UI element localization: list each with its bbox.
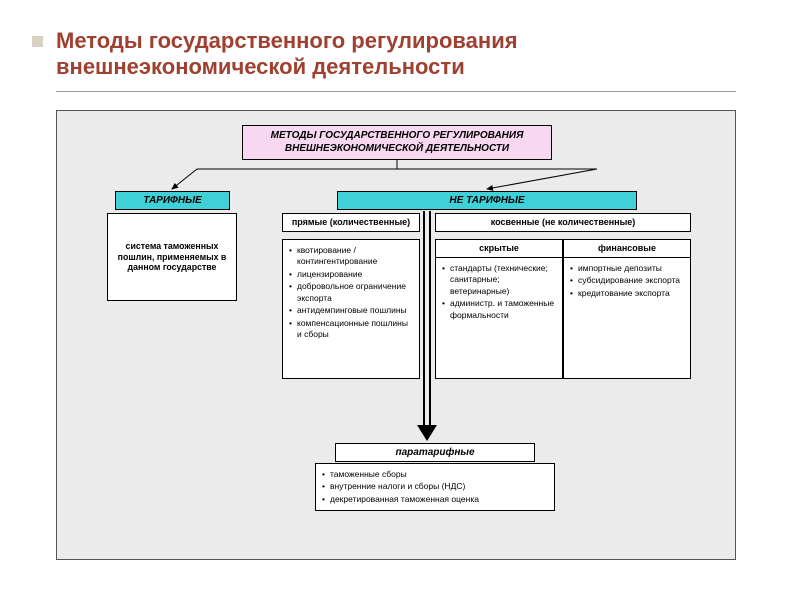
hidden-body: стандарты (технические; санитарные; вете… xyxy=(435,257,563,379)
category-nontariff: НЕ ТАРИФНЫЕ xyxy=(337,191,637,210)
page-title: Методы государственного регулирования вн… xyxy=(56,28,736,92)
financial-list: импортные депозиты субсидирование экспор… xyxy=(570,263,684,299)
tariff-desc: система таможенных пошлин, применяемых в… xyxy=(107,213,237,301)
hidden-list: стандарты (технические; санитарные; вете… xyxy=(442,263,556,321)
list-item: компенсационные пошлины и сборы xyxy=(289,318,413,341)
financial-body: импортные депозиты субсидирование экспор… xyxy=(563,257,691,379)
hidden-header: скрытые xyxy=(435,239,563,258)
list-item: лицензирование xyxy=(289,269,413,280)
main-header-box: МЕТОДЫ ГОСУДАРСТВЕННОГО РЕГУЛИРОВАНИЯ ВН… xyxy=(242,125,552,160)
paratarif-list: таможенные сборы внутренние налоги и сбо… xyxy=(322,469,548,505)
list-item: кредитование экспорта xyxy=(570,288,684,299)
list-item: квотирование / контингентирование xyxy=(289,245,413,268)
financial-header: финансовые xyxy=(563,239,691,258)
paratarif-body: таможенные сборы внутренние налоги и сбо… xyxy=(315,463,555,511)
list-item: субсидирование экспорта xyxy=(570,275,684,286)
list-item: добровольное ограничение экспорта xyxy=(289,281,413,304)
list-item: внутренние налоги и сборы (НДС) xyxy=(322,481,548,492)
direct-body: квотирование / контингентирование лиценз… xyxy=(282,239,420,379)
direct-list: квотирование / контингентирование лиценз… xyxy=(289,245,413,341)
indirect-header: косвенные (не количественные) xyxy=(435,213,691,232)
list-item: администр. и таможенные формальности xyxy=(442,298,556,321)
paratarif-header: паратарифные xyxy=(335,443,535,462)
diagram-area: МЕТОДЫ ГОСУДАРСТВЕННОГО РЕГУЛИРОВАНИЯ ВН… xyxy=(56,110,736,560)
direct-header: прямые (количественные) xyxy=(282,213,420,232)
list-item: стандарты (технические; санитарные; вете… xyxy=(442,263,556,297)
slide-bullet-icon xyxy=(32,36,43,47)
list-item: таможенные сборы xyxy=(322,469,548,480)
list-item: антидемпинговые пошлины xyxy=(289,305,413,316)
list-item: декретированная таможенная оценка xyxy=(322,494,548,505)
list-item: импортные депозиты xyxy=(570,263,684,274)
category-tariff: ТАРИФНЫЕ xyxy=(115,191,230,210)
